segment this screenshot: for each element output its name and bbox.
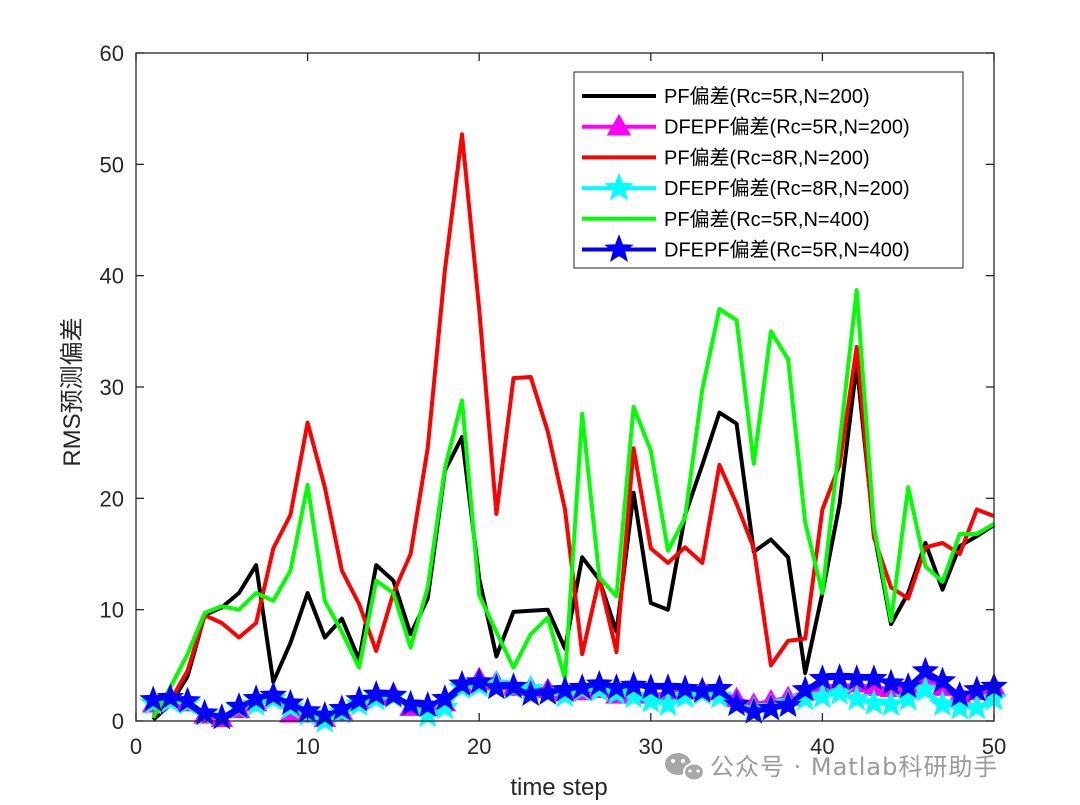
- legend-label-2: DFEPF偏差(Rc=5R,N=200): [664, 116, 910, 139]
- series-3: [151, 132, 995, 717]
- legend-label-4: DFEPF偏差(Rc=8R,N=200): [664, 177, 910, 200]
- y-tick-label: 30: [100, 375, 124, 400]
- y-tick-label: 0: [112, 709, 124, 734]
- series-6-point: [928, 666, 957, 693]
- x-axis-title: time step: [510, 774, 607, 801]
- series-6-point: [705, 674, 734, 701]
- series-6-point: [860, 664, 888, 691]
- series-6-point: [619, 670, 648, 698]
- series-line-3: [151, 132, 995, 717]
- legend-label-3: PF偏差(Rc=8R,N=200): [664, 146, 870, 169]
- series-6-point: [945, 680, 974, 708]
- y-tick-label: 10: [100, 598, 124, 623]
- series-6-point: [328, 694, 356, 721]
- series-6-point: [722, 689, 751, 716]
- legend-entries: PF偏差(Rc=5R,N=200) DFEPF偏差(Rc=5R,N=200) PF偏…: [582, 85, 910, 262]
- series-4-point: [860, 688, 888, 715]
- watermark-text: 公众号 · Matlab科研助手: [710, 753, 998, 781]
- x-tick-label: 50: [982, 734, 1006, 759]
- series-6-point: [791, 675, 819, 702]
- legend-label-5: PF偏差(Rc=5R,N=400): [664, 208, 870, 231]
- series-1: [151, 362, 996, 722]
- x-tick-label: 30: [639, 734, 663, 759]
- series-6-point: [894, 672, 922, 699]
- series-line-5: [151, 288, 996, 719]
- series-6-point: [156, 683, 185, 710]
- series-4-point: [654, 689, 682, 716]
- series-6-point: [345, 685, 373, 712]
- series-6-point: [825, 663, 854, 690]
- legend-entry-4: DFEPF偏差(Rc=8R,N=200): [582, 172, 910, 201]
- series-6-point: [276, 688, 305, 715]
- x-tick-label: 20: [467, 734, 491, 759]
- y-tick-label: 50: [100, 152, 124, 177]
- legend-label-1: PF偏差(Rc=5R,N=200): [664, 85, 870, 108]
- series-6-point: [190, 698, 219, 725]
- x-tick-label: 10: [295, 734, 319, 759]
- series-6-point: [259, 680, 287, 708]
- legend-entry-5: PF偏差(Rc=5R,N=400): [582, 208, 870, 231]
- ticks-layer: 0 10 20 30 40 50 0 10 20 30 40 50 60: [100, 41, 1007, 759]
- series-4-point: [705, 682, 734, 709]
- series-5: [151, 288, 996, 719]
- series-6-point: [225, 692, 253, 719]
- series-6-point: [208, 703, 236, 730]
- series-6-point: [671, 674, 699, 701]
- series-6-point: [396, 689, 425, 716]
- legend-label-6: DFEPF偏差(Rc=5R,N=400): [664, 239, 910, 262]
- series-6: [139, 656, 1008, 730]
- series-4-point: [619, 682, 648, 709]
- wechat-icon: [665, 753, 705, 782]
- legend-marker-4: [604, 172, 634, 201]
- watermark: 公众号 · Matlab科研助手: [665, 753, 998, 782]
- series-4-point: [877, 689, 905, 716]
- series-4-point: [843, 684, 871, 711]
- series-6-point: [654, 673, 682, 700]
- series-4-point: [963, 693, 991, 720]
- y-tick-label: 60: [100, 41, 124, 66]
- series-6-point: [877, 668, 905, 695]
- series-6-point: [414, 690, 442, 718]
- series-6-point: [585, 669, 614, 696]
- series-6-point: [774, 690, 802, 718]
- series-6-point: [173, 686, 202, 713]
- legend-entry-3: PF偏差(Rc=8R,N=200): [582, 146, 870, 169]
- series-4-point: [637, 686, 665, 713]
- legend-entry-2: DFEPF偏差(Rc=5R,N=200): [582, 113, 910, 139]
- series-4-point: [928, 689, 957, 716]
- y-tick-label: 20: [100, 486, 124, 511]
- series-6-point: [362, 679, 390, 706]
- series-6-point: [499, 672, 528, 699]
- x-tick-label: 0: [130, 734, 142, 759]
- y-axis-title: RMS预测偏差: [59, 317, 86, 466]
- legend: PF偏差(Rc=5R,N=200) DFEPF偏差(Rc=5R,N=200) PF偏…: [573, 71, 964, 269]
- series-line-1: [151, 362, 996, 722]
- legend-marker-6: [604, 234, 634, 262]
- series-6-point: [465, 667, 493, 694]
- legend-marker-2: [606, 113, 632, 136]
- series-6-point: [379, 680, 408, 708]
- x-tick-label: 40: [810, 734, 834, 759]
- series-4-point: [894, 684, 922, 711]
- legend-entry-1: PF偏差(Rc=5R,N=200): [582, 85, 870, 108]
- y-tick-label: 40: [100, 264, 124, 289]
- legend-entry-6: DFEPF偏差(Rc=5R,N=400): [582, 234, 910, 262]
- legend-box: [573, 71, 964, 269]
- series-6-point: [911, 656, 940, 683]
